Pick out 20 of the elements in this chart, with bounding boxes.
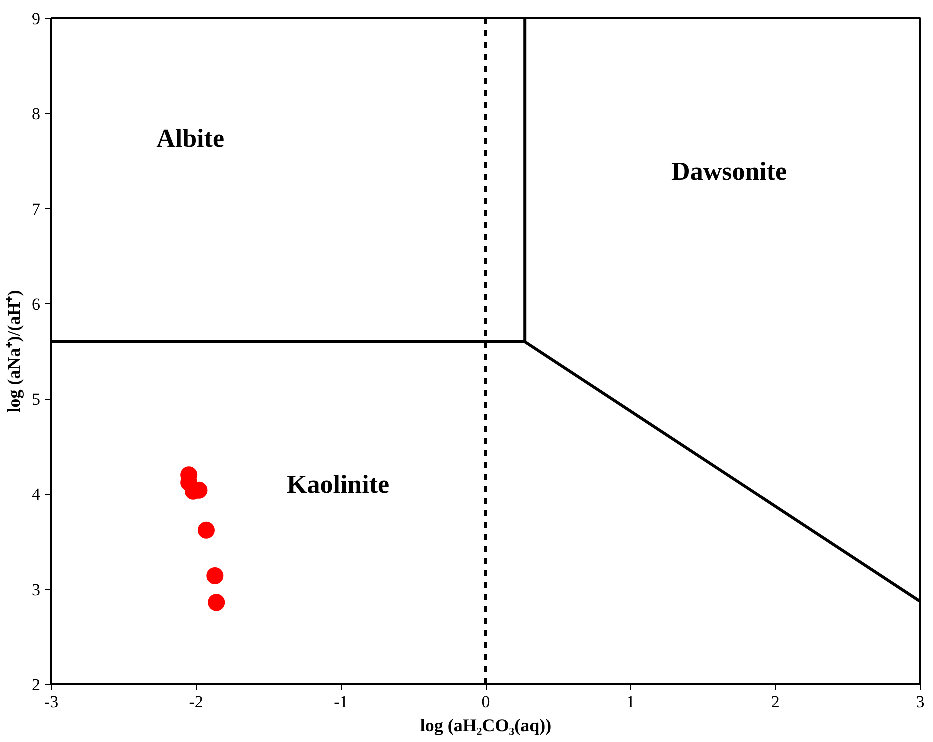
annotation: Albite — [156, 124, 224, 153]
x-tick-label: 0 — [482, 692, 490, 712]
x-tick-label: -3 — [44, 692, 59, 712]
x-tick-label: 3 — [916, 692, 925, 712]
y-tick-label: 5 — [32, 390, 40, 410]
y-tick-label: 3 — [32, 580, 40, 600]
x-axis-title: log (aH₂CO₃(aq)) — [420, 716, 552, 736]
x-tick-label: -2 — [189, 692, 204, 712]
y-tick-label: 7 — [32, 200, 41, 219]
y-axis-title: log (aNa⁺)/(aH⁺) — [4, 290, 24, 413]
x-tick-label: -1 — [334, 692, 348, 712]
annotation: Kaolinite — [286, 470, 390, 500]
y-tick-label: 2 — [32, 676, 40, 694]
y-tick-label: 6 — [32, 294, 40, 314]
x-tick-label: 1 — [626, 692, 636, 712]
x-tick-label: 2 — [771, 692, 780, 712]
y-tick-label: 4 — [32, 485, 41, 504]
annotation: Dawsonite — [672, 157, 788, 186]
y-tick-label: 8 — [32, 104, 40, 124]
y-tick-label: 9 — [32, 10, 40, 28]
